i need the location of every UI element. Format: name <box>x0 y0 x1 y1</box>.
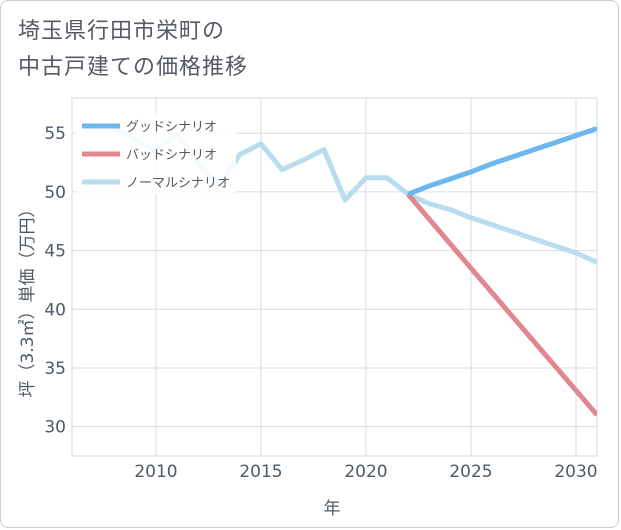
x-tick-label: 2015 <box>239 462 282 482</box>
legend-label-bad: バッドシナリオ <box>126 148 217 163</box>
x-axis-title: 年 <box>324 499 341 519</box>
legend-label-good: グッドシナリオ <box>126 120 217 135</box>
y-tick-labels: 30 35 40 45 50 55 <box>44 124 66 437</box>
x-tick-labels: 2010 2015 2020 2025 2030 <box>134 462 597 482</box>
chart-title: 埼玉県行田市栄町の 中古戸建ての価格推移 <box>18 14 248 86</box>
chart-title-line-1: 埼玉県行田市栄町の <box>18 19 226 44</box>
y-tick-label: 55 <box>44 124 66 144</box>
x-tick-label: 2025 <box>449 462 492 482</box>
y-tick-label: 30 <box>44 418 66 438</box>
x-tick-label: 2010 <box>134 462 177 482</box>
y-tick-label: 40 <box>44 300 66 320</box>
x-tick-label: 2020 <box>344 462 387 482</box>
y-axis-title: 坪（3.3㎡）単価（万円） <box>18 200 38 397</box>
y-tick-label: 35 <box>44 359 66 379</box>
x-tick-label: 2030 <box>554 462 597 482</box>
y-tick-label: 45 <box>44 242 66 262</box>
series-line-good <box>407 126 597 197</box>
chart-title-line-2: 中古戸建ての価格推移 <box>18 55 249 80</box>
series-line-bad <box>406 192 597 417</box>
legend-label-normal: ノーマルシナリオ <box>126 176 230 191</box>
y-tick-label: 50 <box>44 183 66 203</box>
